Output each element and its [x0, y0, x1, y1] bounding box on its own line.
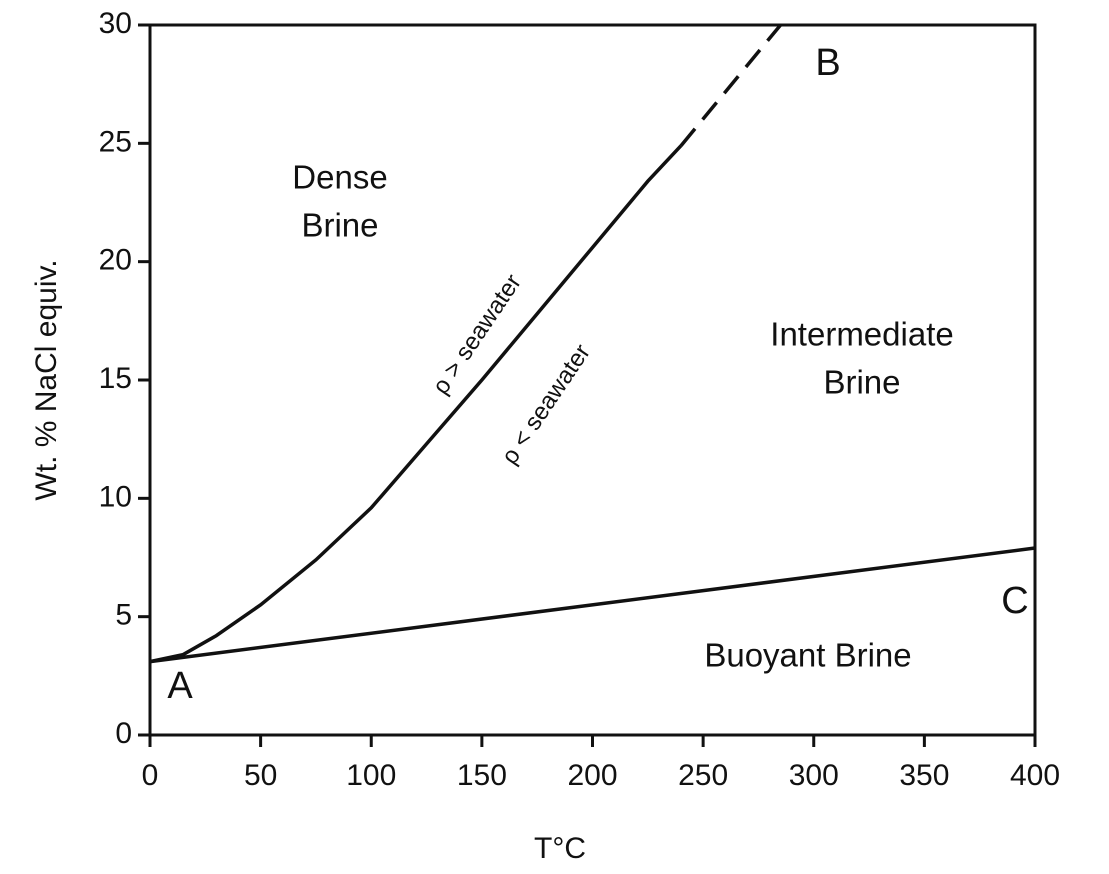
x-tick-label: 400 [1010, 759, 1060, 792]
data-line [149, 144, 683, 664]
x-tick-label: 0 [142, 759, 159, 792]
data-line [149, 546, 1036, 664]
x-tick-label: 200 [567, 759, 617, 792]
y-tick-label: 5 [115, 599, 132, 632]
region-label: Dense [292, 159, 387, 196]
x-tick-label: 300 [789, 759, 839, 792]
point-label: B [815, 42, 840, 84]
y-tick-label: 10 [99, 480, 132, 513]
curve-label: ρ < seawater [496, 339, 596, 469]
y-tick-label: 30 [99, 7, 132, 40]
y-axis-label: Wt. % NaCl equiv. [30, 259, 63, 500]
region-label: Brine [823, 364, 900, 401]
x-tick-label: 250 [678, 759, 728, 792]
region-label: Intermediate [770, 316, 953, 353]
y-tick-label: 0 [115, 717, 132, 750]
point-label: C [1001, 580, 1028, 622]
data-line [679, 23, 782, 147]
x-axis-label: T°C [534, 832, 586, 865]
y-tick-label: 25 [99, 125, 132, 158]
x-tick-label: 50 [244, 759, 277, 792]
y-tick-label: 20 [99, 244, 132, 277]
region-label: Buoyant Brine [704, 637, 911, 674]
x-tick-label: 150 [457, 759, 507, 792]
plot-frame [148, 23, 1037, 737]
x-tick-label: 350 [899, 759, 949, 792]
y-tick-label: 15 [99, 362, 132, 395]
curve-label: ρ > seawater [427, 269, 527, 399]
region-label: Brine [301, 207, 378, 244]
x-tick-label: 100 [346, 759, 396, 792]
point-label: A [167, 665, 193, 707]
